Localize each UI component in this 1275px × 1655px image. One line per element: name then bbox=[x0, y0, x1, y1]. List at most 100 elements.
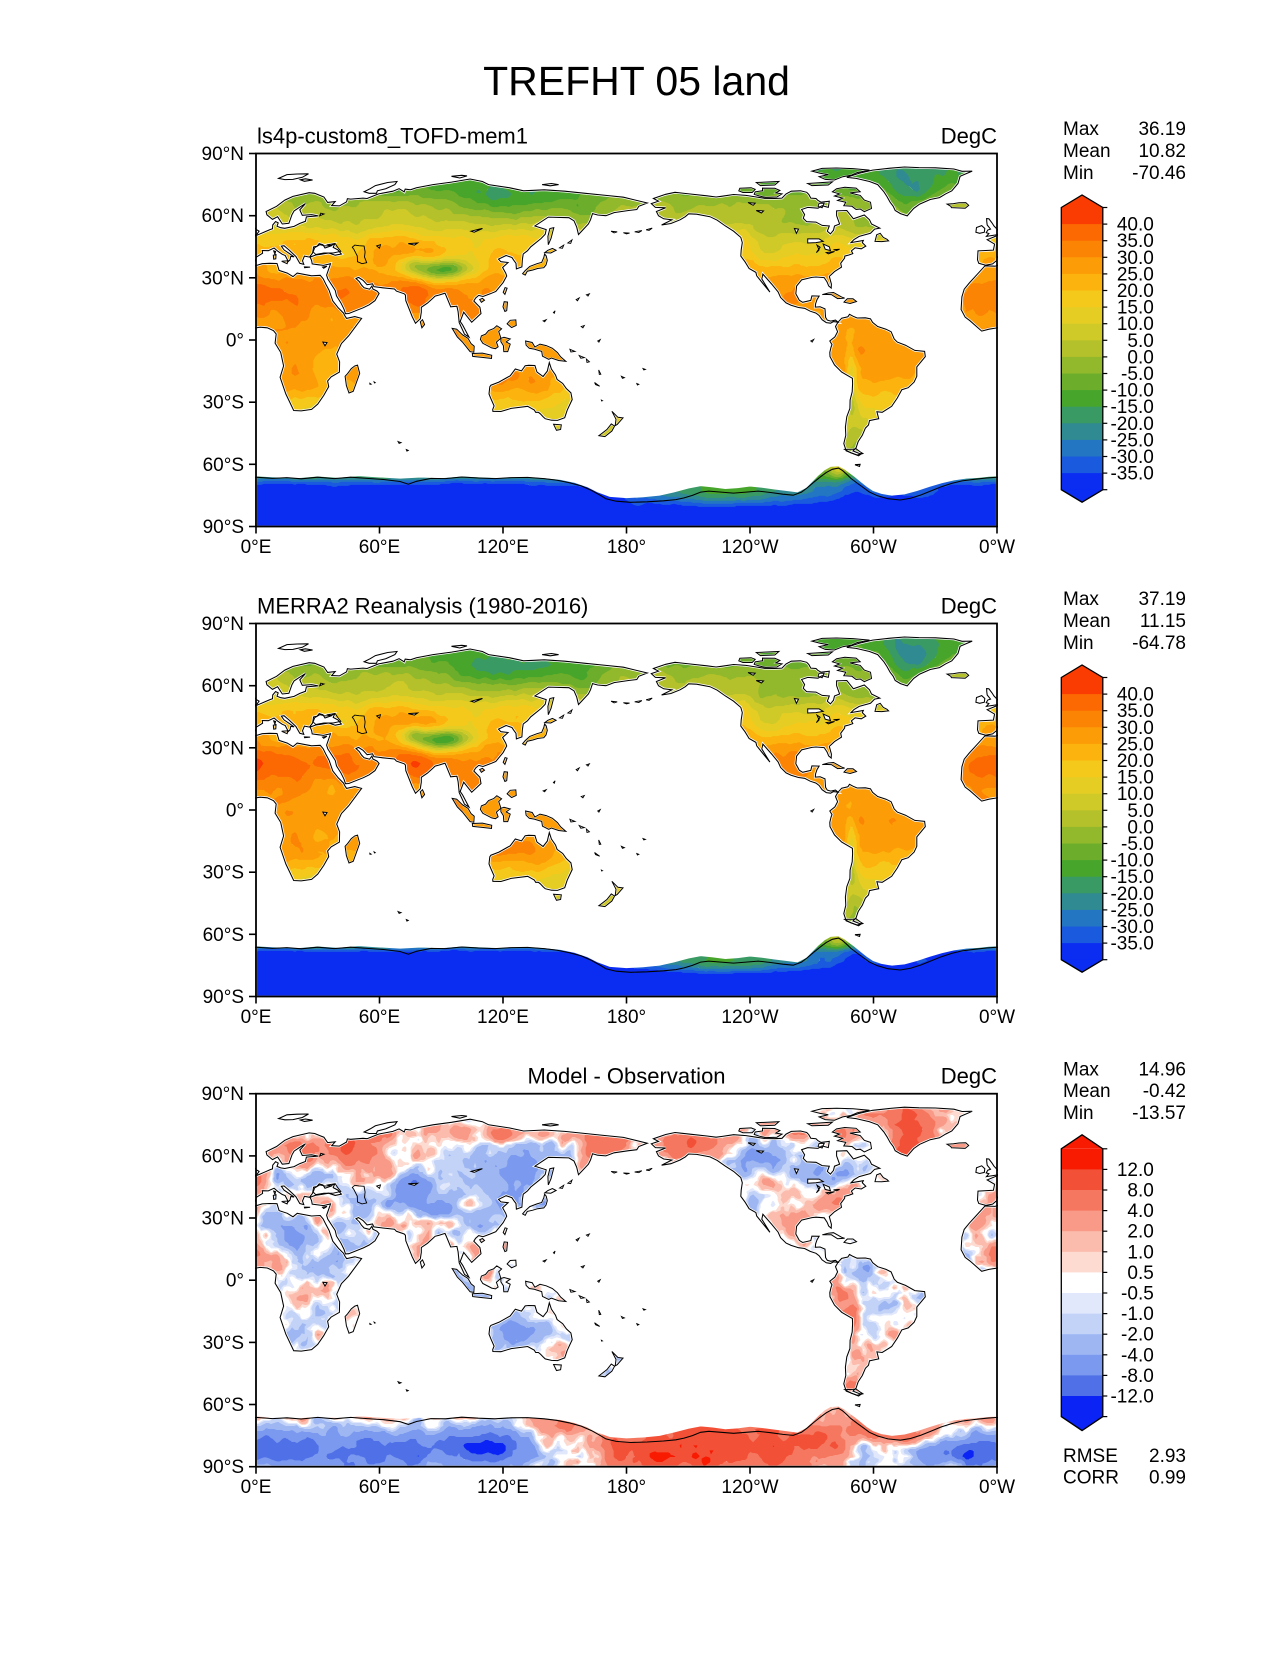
svg-text:RMSE: RMSE bbox=[1063, 1446, 1118, 1467]
svg-text:40.0: 40.0 bbox=[1117, 215, 1154, 236]
svg-text:90°N: 90°N bbox=[202, 144, 244, 165]
svg-text:-13.57: -13.57 bbox=[1132, 1103, 1186, 1124]
svg-text:DegC: DegC bbox=[941, 1064, 997, 1089]
svg-text:Max: Max bbox=[1063, 119, 1099, 140]
svg-text:60°W: 60°W bbox=[850, 1477, 897, 1498]
svg-text:60°S: 60°S bbox=[203, 455, 244, 476]
svg-text:0°: 0° bbox=[226, 801, 244, 822]
svg-text:120°W: 120°W bbox=[721, 1477, 778, 1498]
svg-text:-30.0: -30.0 bbox=[1110, 447, 1153, 468]
svg-text:-35.0: -35.0 bbox=[1110, 464, 1153, 485]
svg-text:5.0: 5.0 bbox=[1127, 801, 1153, 822]
svg-text:37.19: 37.19 bbox=[1138, 589, 1186, 610]
svg-text:60°E: 60°E bbox=[359, 537, 400, 558]
svg-text:15.0: 15.0 bbox=[1117, 298, 1154, 319]
svg-text:-15.0: -15.0 bbox=[1110, 867, 1153, 888]
svg-text:0.5: 0.5 bbox=[1127, 1263, 1153, 1284]
svg-text:0°W: 0°W bbox=[979, 537, 1015, 558]
svg-text:12.0: 12.0 bbox=[1117, 1160, 1154, 1181]
svg-text:180°: 180° bbox=[607, 1007, 646, 1028]
svg-text:30°S: 30°S bbox=[203, 863, 244, 884]
svg-text:60°N: 60°N bbox=[202, 1146, 244, 1167]
svg-text:-4.0: -4.0 bbox=[1121, 1345, 1154, 1366]
svg-text:Min: Min bbox=[1063, 633, 1094, 654]
svg-text:180°: 180° bbox=[607, 1477, 646, 1498]
svg-text:25.0: 25.0 bbox=[1117, 264, 1154, 285]
svg-text:0°W: 0°W bbox=[979, 1477, 1015, 1498]
svg-text:90°S: 90°S bbox=[203, 517, 244, 538]
svg-text:120°W: 120°W bbox=[721, 537, 778, 558]
svg-text:-8.0: -8.0 bbox=[1121, 1366, 1154, 1387]
svg-text:-10.0: -10.0 bbox=[1110, 851, 1153, 872]
svg-text:2.93: 2.93 bbox=[1149, 1446, 1186, 1467]
svg-text:0°E: 0°E bbox=[241, 1477, 272, 1498]
svg-text:MERRA2 Reanalysis (1980-2016): MERRA2 Reanalysis (1980-2016) bbox=[257, 594, 588, 619]
svg-text:120°E: 120°E bbox=[477, 1007, 529, 1028]
svg-text:15.0: 15.0 bbox=[1117, 768, 1154, 789]
svg-text:0.0: 0.0 bbox=[1127, 817, 1153, 838]
svg-text:-70.46: -70.46 bbox=[1132, 163, 1186, 184]
svg-text:60°W: 60°W bbox=[850, 1007, 897, 1028]
svg-text:TREFHT 05 land: TREFHT 05 land bbox=[483, 58, 790, 104]
svg-text:ls4p-custom8_TOFD-mem1: ls4p-custom8_TOFD-mem1 bbox=[257, 124, 528, 149]
svg-text:60°E: 60°E bbox=[359, 1007, 400, 1028]
svg-text:0°E: 0°E bbox=[241, 537, 272, 558]
svg-text:Min: Min bbox=[1063, 163, 1094, 184]
svg-text:DegC: DegC bbox=[941, 124, 997, 149]
svg-text:14.96: 14.96 bbox=[1138, 1059, 1186, 1080]
svg-text:-0.42: -0.42 bbox=[1143, 1081, 1186, 1102]
svg-text:11.15: 11.15 bbox=[1140, 611, 1186, 632]
svg-text:35.0: 35.0 bbox=[1117, 701, 1154, 722]
svg-text:10.0: 10.0 bbox=[1117, 314, 1154, 335]
svg-text:-20.0: -20.0 bbox=[1110, 884, 1153, 905]
svg-text:5.0: 5.0 bbox=[1127, 331, 1153, 352]
svg-text:40.0: 40.0 bbox=[1117, 685, 1154, 706]
svg-text:8.0: 8.0 bbox=[1127, 1181, 1153, 1202]
svg-text:-15.0: -15.0 bbox=[1110, 397, 1153, 418]
svg-text:-25.0: -25.0 bbox=[1110, 900, 1153, 921]
svg-text:35.0: 35.0 bbox=[1117, 231, 1154, 252]
svg-text:Max: Max bbox=[1063, 589, 1099, 610]
svg-text:90°N: 90°N bbox=[202, 1084, 244, 1105]
svg-text:0.0: 0.0 bbox=[1127, 347, 1153, 368]
svg-text:60°W: 60°W bbox=[850, 537, 897, 558]
svg-text:2.0: 2.0 bbox=[1127, 1222, 1153, 1243]
svg-text:30°N: 30°N bbox=[202, 1209, 244, 1230]
svg-text:10.82: 10.82 bbox=[1138, 141, 1186, 162]
svg-text:Max: Max bbox=[1063, 1059, 1099, 1080]
svg-text:-64.78: -64.78 bbox=[1132, 633, 1186, 654]
svg-text:Min: Min bbox=[1063, 1103, 1094, 1124]
svg-text:1.0: 1.0 bbox=[1127, 1242, 1153, 1263]
svg-text:-12.0: -12.0 bbox=[1110, 1387, 1153, 1408]
svg-text:25.0: 25.0 bbox=[1117, 734, 1154, 755]
svg-text:0°: 0° bbox=[226, 1271, 244, 1292]
svg-text:0°W: 0°W bbox=[979, 1007, 1015, 1028]
svg-text:60°E: 60°E bbox=[359, 1477, 400, 1498]
svg-text:60°S: 60°S bbox=[203, 1395, 244, 1416]
svg-text:60°N: 60°N bbox=[202, 676, 244, 697]
svg-text:-35.0: -35.0 bbox=[1110, 934, 1153, 955]
svg-text:30°S: 30°S bbox=[203, 1333, 244, 1354]
svg-text:0°: 0° bbox=[226, 331, 244, 352]
svg-text:60°S: 60°S bbox=[203, 925, 244, 946]
svg-text:30.0: 30.0 bbox=[1117, 248, 1154, 269]
svg-text:Model - Observation: Model - Observation bbox=[527, 1064, 725, 1089]
svg-text:Mean: Mean bbox=[1063, 611, 1111, 632]
svg-text:-1.0: -1.0 bbox=[1121, 1304, 1154, 1325]
svg-text:90°S: 90°S bbox=[203, 987, 244, 1008]
svg-text:60°N: 60°N bbox=[202, 206, 244, 227]
svg-text:-10.0: -10.0 bbox=[1110, 381, 1153, 402]
svg-text:Mean: Mean bbox=[1063, 1081, 1111, 1102]
svg-text:0°E: 0°E bbox=[241, 1007, 272, 1028]
svg-text:20.0: 20.0 bbox=[1117, 751, 1154, 772]
svg-text:20.0: 20.0 bbox=[1117, 281, 1154, 302]
svg-text:4.0: 4.0 bbox=[1127, 1201, 1153, 1222]
svg-text:36.19: 36.19 bbox=[1138, 119, 1186, 140]
svg-text:90°S: 90°S bbox=[203, 1457, 244, 1478]
svg-text:CORR: CORR bbox=[1063, 1468, 1119, 1489]
svg-text:30°N: 30°N bbox=[202, 268, 244, 289]
svg-text:30.0: 30.0 bbox=[1117, 718, 1154, 739]
svg-text:DegC: DegC bbox=[941, 594, 997, 619]
svg-text:120°E: 120°E bbox=[477, 1477, 529, 1498]
svg-text:-5.0: -5.0 bbox=[1121, 834, 1154, 855]
